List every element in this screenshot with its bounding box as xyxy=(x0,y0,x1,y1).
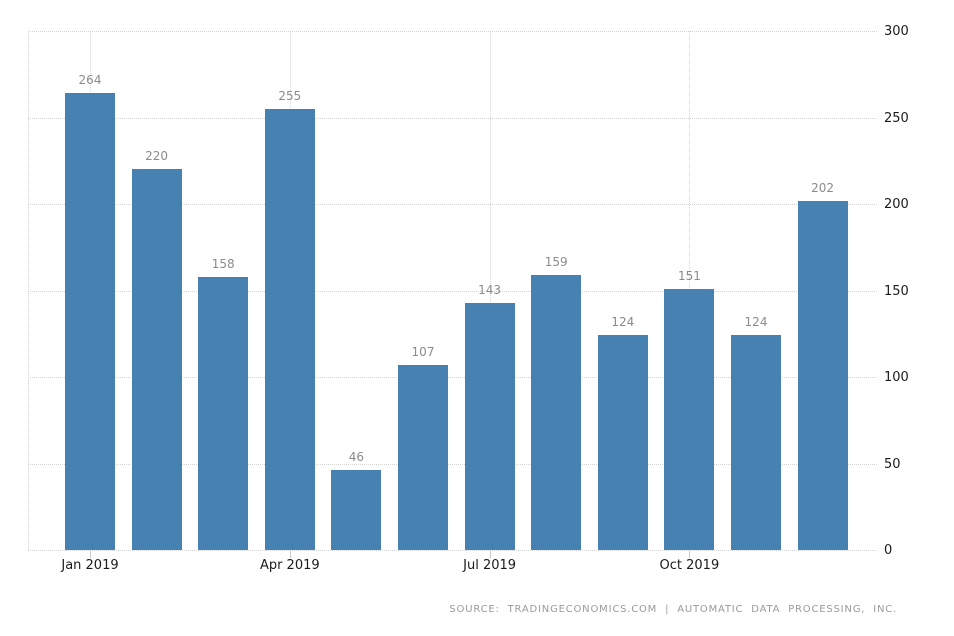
chart-bar[interactable] xyxy=(198,276,249,550)
chart-bar[interactable] xyxy=(731,335,781,550)
bar-value-label: 151 xyxy=(677,268,701,283)
bar-value-label: 220 xyxy=(145,149,169,164)
bar-value-label: 202 xyxy=(811,180,835,195)
chart-bar[interactable] xyxy=(331,470,382,550)
bar-value-label: 264 xyxy=(78,73,102,88)
h-gridline xyxy=(28,204,877,205)
x-axis-tick-mark xyxy=(90,551,91,558)
y-axis-tick-label: 200 xyxy=(884,197,909,212)
plot-left-border xyxy=(28,31,29,550)
bar-value-label: 124 xyxy=(744,315,768,330)
h-gridline xyxy=(28,290,877,292)
y-axis-tick-label: 150 xyxy=(884,283,909,299)
chart-bar[interactable] xyxy=(797,200,848,550)
h-gridline xyxy=(28,31,877,32)
x-axis-tick-label: Jul 2019 xyxy=(463,558,517,573)
x-axis-tick-mark xyxy=(489,551,491,558)
bar-value-label: 46 xyxy=(348,450,365,465)
y-axis-tick-label: 250 xyxy=(884,110,909,126)
bar-value-label: 107 xyxy=(411,344,435,359)
h-gridline xyxy=(28,117,877,119)
chart-bar[interactable] xyxy=(531,274,582,550)
x-axis-tick-mark xyxy=(289,551,291,558)
x-axis-tick-label: Oct 2019 xyxy=(659,558,720,573)
chart-bar[interactable] xyxy=(464,302,515,550)
y-axis-tick-label: 0 xyxy=(884,543,893,558)
v-gridline xyxy=(489,31,491,550)
h-gridline xyxy=(28,463,877,465)
chart-bar[interactable] xyxy=(65,93,115,550)
bar-value-label: 124 xyxy=(611,315,635,330)
bar-value-label: 159 xyxy=(544,254,568,269)
y-axis-tick-label: 100 xyxy=(884,370,909,385)
bar-value-label: 158 xyxy=(211,256,235,271)
chart-bar[interactable] xyxy=(131,169,182,550)
y-axis-tick-label: 300 xyxy=(884,24,909,39)
chart-bar[interactable] xyxy=(264,108,315,550)
bar-value-label: 143 xyxy=(478,282,502,297)
x-axis-tick-label: Jan 2019 xyxy=(61,558,119,573)
chart-bar[interactable] xyxy=(597,335,648,550)
chart-bar[interactable] xyxy=(398,364,448,550)
bar-value-label: 255 xyxy=(278,88,302,103)
plot-area: 264 220 158 255 46 107 143 159 124 151 124 202 xyxy=(28,31,877,551)
source-attribution: SOURCE: TRADINGECONOMICS.COM | AUTOMATIC… xyxy=(449,604,897,615)
h-gridline xyxy=(28,377,877,378)
h-gridline xyxy=(28,550,877,551)
x-axis-tick-mark xyxy=(689,551,691,558)
y-axis-tick-label: 50 xyxy=(884,456,901,472)
chart-bar[interactable] xyxy=(664,288,715,550)
x-axis-tick-label: Apr 2019 xyxy=(259,558,320,573)
